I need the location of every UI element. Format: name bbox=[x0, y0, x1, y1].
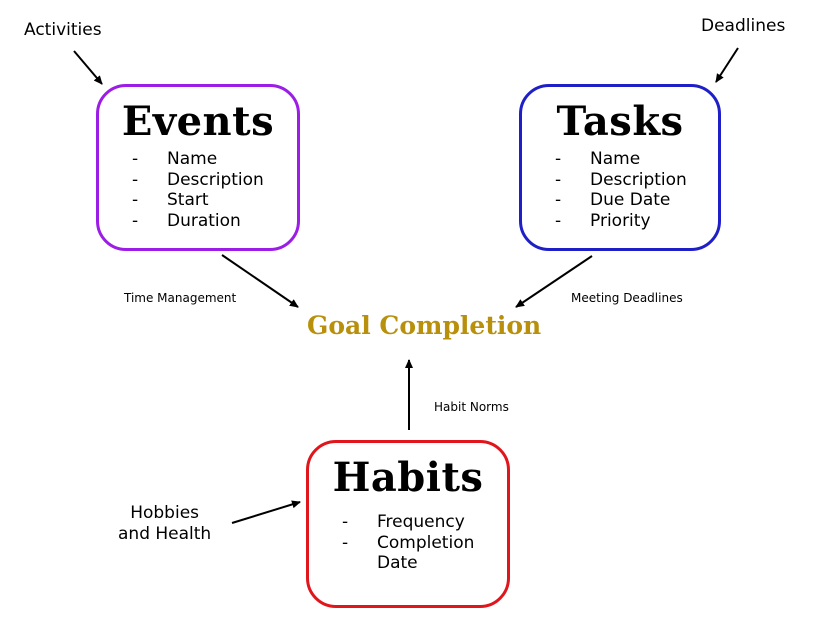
habits-field: Completion Date bbox=[342, 533, 492, 574]
meeting-deadlines-label: Meeting Deadlines bbox=[571, 291, 683, 305]
habit-norms-label: Habit Norms bbox=[434, 400, 509, 414]
deadlines-label: Deadlines bbox=[701, 16, 786, 36]
tasks-field: Due Date bbox=[555, 190, 687, 211]
tasks-title: Tasks bbox=[556, 98, 684, 145]
events-box: Events Name Description Start Duration bbox=[96, 84, 300, 251]
habits-field-list: Frequency Completion Date bbox=[342, 512, 492, 574]
hobbies-label-line2: and Health bbox=[118, 524, 212, 544]
tasks-field: Description bbox=[555, 170, 687, 191]
tasks-to-goal-arrow bbox=[515, 255, 593, 308]
activities-label: Activities bbox=[24, 20, 102, 40]
tasks-box: Tasks Name Description Due Date Priority bbox=[519, 84, 721, 251]
events-field-list: Name Description Start Duration bbox=[132, 149, 264, 231]
habits-box: Habits Frequency Completion Date bbox=[306, 440, 510, 608]
events-field: Name bbox=[132, 149, 264, 170]
hobbies-arrow bbox=[231, 500, 301, 524]
events-to-goal-arrow bbox=[221, 254, 299, 308]
events-field: Description bbox=[132, 170, 264, 191]
goal-completion-label: Goal Completion bbox=[307, 311, 542, 340]
hobbies-label: Hobbies and Health bbox=[118, 503, 211, 545]
tasks-field: Priority bbox=[555, 211, 687, 232]
tasks-field-list: Name Description Due Date Priority bbox=[555, 149, 687, 231]
deadlines-arrow bbox=[715, 47, 739, 83]
habits-title: Habits bbox=[332, 454, 484, 501]
habits-field: Frequency bbox=[342, 512, 492, 533]
events-field: Duration bbox=[132, 211, 264, 232]
time-management-label: Time Management bbox=[124, 291, 237, 305]
events-title: Events bbox=[121, 98, 275, 145]
tasks-field: Name bbox=[555, 149, 687, 170]
hobbies-label-line1: Hobbies bbox=[130, 503, 200, 523]
activities-arrow bbox=[73, 50, 103, 85]
events-field: Start bbox=[132, 190, 264, 211]
